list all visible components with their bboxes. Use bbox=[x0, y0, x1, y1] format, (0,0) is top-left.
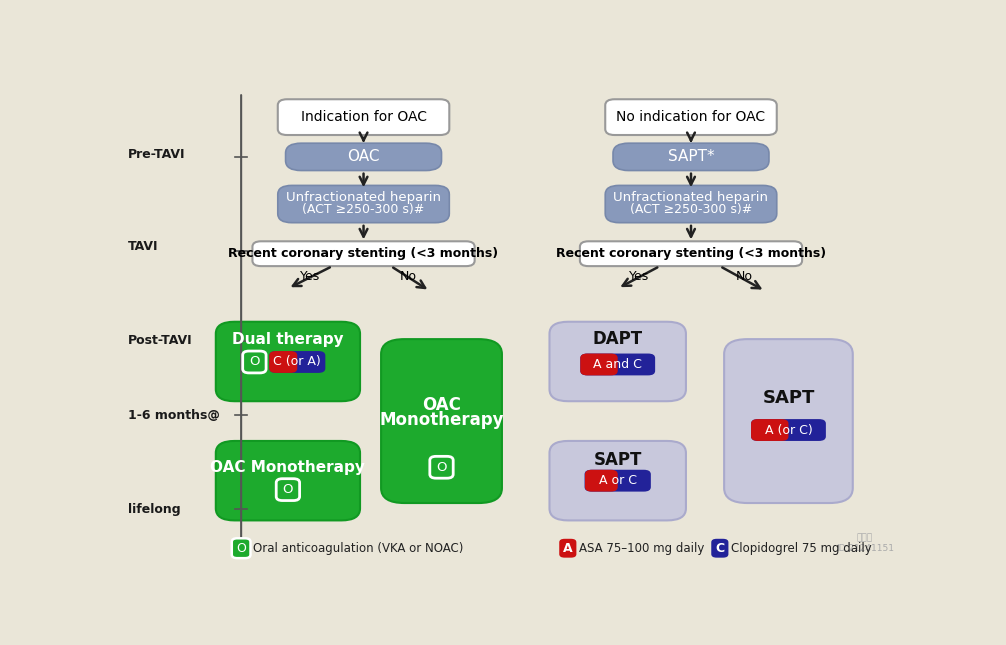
FancyBboxPatch shape bbox=[606, 185, 777, 223]
Text: Oral anticoagulation (VKA or NOAC): Oral anticoagulation (VKA or NOAC) bbox=[253, 542, 463, 555]
Text: Pre-TAVI: Pre-TAVI bbox=[128, 148, 185, 161]
Text: A: A bbox=[563, 542, 572, 555]
Text: Dual therapy: Dual therapy bbox=[232, 332, 344, 346]
Text: Unfractionated heparin: Unfractionated heparin bbox=[286, 191, 441, 204]
Text: OAC Monotherapy: OAC Monotherapy bbox=[210, 460, 365, 475]
Text: DAPT: DAPT bbox=[593, 330, 643, 348]
FancyBboxPatch shape bbox=[751, 419, 789, 441]
FancyBboxPatch shape bbox=[253, 241, 475, 266]
Text: SAPT: SAPT bbox=[763, 389, 815, 407]
Text: OAC: OAC bbox=[423, 396, 461, 414]
FancyBboxPatch shape bbox=[216, 322, 360, 401]
Text: No: No bbox=[399, 270, 416, 283]
Text: SAPT*: SAPT* bbox=[668, 150, 714, 164]
Text: Recent coronary stenting (<3 months): Recent coronary stenting (<3 months) bbox=[228, 247, 499, 260]
FancyBboxPatch shape bbox=[216, 441, 360, 521]
FancyBboxPatch shape bbox=[231, 539, 250, 558]
Text: (ACT ≥250-300 s)#: (ACT ≥250-300 s)# bbox=[303, 203, 425, 215]
Text: No: No bbox=[735, 270, 752, 283]
FancyBboxPatch shape bbox=[270, 351, 298, 373]
FancyBboxPatch shape bbox=[278, 99, 450, 135]
FancyBboxPatch shape bbox=[559, 539, 576, 558]
FancyBboxPatch shape bbox=[580, 353, 618, 375]
Text: OAC: OAC bbox=[347, 150, 380, 164]
Text: No indication for OAC: No indication for OAC bbox=[617, 110, 766, 124]
Text: Unfractionated heparin: Unfractionated heparin bbox=[614, 191, 769, 204]
FancyBboxPatch shape bbox=[277, 479, 300, 501]
Text: O: O bbox=[249, 355, 260, 368]
FancyBboxPatch shape bbox=[751, 419, 826, 441]
Text: Yes: Yes bbox=[301, 270, 321, 283]
Text: Post-TAVI: Post-TAVI bbox=[128, 334, 193, 347]
Text: 杨进则
ID:21241151: 杨进则 ID:21241151 bbox=[836, 533, 894, 553]
Text: Recent coronary stenting (<3 months): Recent coronary stenting (<3 months) bbox=[556, 247, 826, 260]
FancyBboxPatch shape bbox=[278, 185, 450, 223]
Text: Clopidogrel 75 mg daily: Clopidogrel 75 mg daily bbox=[730, 542, 871, 555]
Text: Monotherapy: Monotherapy bbox=[379, 411, 504, 429]
Text: C (or A): C (or A) bbox=[274, 355, 321, 368]
Text: O: O bbox=[437, 461, 447, 474]
Text: 1-6 months@: 1-6 months@ bbox=[128, 409, 220, 422]
FancyBboxPatch shape bbox=[584, 470, 618, 491]
Text: lifelong: lifelong bbox=[128, 503, 181, 516]
Text: Indication for OAC: Indication for OAC bbox=[301, 110, 427, 124]
FancyBboxPatch shape bbox=[711, 539, 728, 558]
FancyBboxPatch shape bbox=[613, 143, 769, 170]
FancyBboxPatch shape bbox=[430, 457, 453, 478]
FancyBboxPatch shape bbox=[724, 339, 853, 503]
FancyBboxPatch shape bbox=[381, 339, 502, 503]
FancyBboxPatch shape bbox=[549, 322, 686, 401]
Text: A (or C): A (or C) bbox=[765, 424, 812, 437]
FancyBboxPatch shape bbox=[270, 351, 325, 373]
FancyBboxPatch shape bbox=[579, 241, 802, 266]
FancyBboxPatch shape bbox=[580, 353, 655, 375]
FancyBboxPatch shape bbox=[242, 351, 266, 373]
FancyBboxPatch shape bbox=[286, 143, 442, 170]
FancyBboxPatch shape bbox=[549, 441, 686, 521]
Text: ASA 75–100 mg daily: ASA 75–100 mg daily bbox=[578, 542, 704, 555]
Text: A and C: A and C bbox=[594, 358, 642, 371]
Text: O: O bbox=[283, 483, 293, 496]
Text: TAVI: TAVI bbox=[128, 240, 159, 253]
FancyBboxPatch shape bbox=[606, 99, 777, 135]
FancyBboxPatch shape bbox=[584, 470, 651, 491]
Text: O: O bbox=[236, 542, 246, 555]
Text: C: C bbox=[715, 542, 724, 555]
Text: (ACT ≥250-300 s)#: (ACT ≥250-300 s)# bbox=[630, 203, 752, 215]
Text: SAPT: SAPT bbox=[594, 451, 642, 469]
Text: Yes: Yes bbox=[629, 270, 649, 283]
Text: A or C: A or C bbox=[599, 474, 637, 487]
